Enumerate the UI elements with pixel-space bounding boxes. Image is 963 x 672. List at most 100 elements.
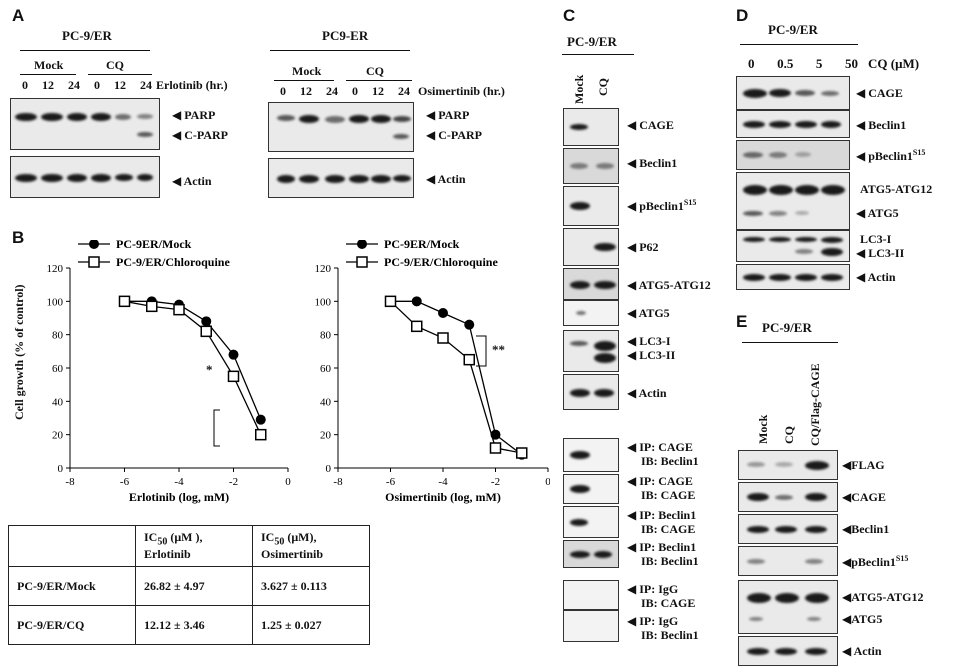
series-line xyxy=(390,300,523,456)
blot-c-lc3 xyxy=(563,330,619,372)
divider xyxy=(270,50,410,51)
significance-right: ** xyxy=(492,342,505,357)
band-label-atg5-atg12: ◀ ATG5-ATG12 xyxy=(627,278,711,292)
ip-label: ◀ IP: CAGE xyxy=(627,440,693,454)
ip-label: ◀ IP: Beclin1 xyxy=(627,540,697,554)
legend-marker xyxy=(357,240,367,249)
data-point xyxy=(200,325,212,338)
band-label-lc3-ii: ◀ LC3-II xyxy=(856,246,905,260)
lane-mock: Mock xyxy=(756,414,770,444)
data-point xyxy=(438,308,448,318)
blot-d-actin xyxy=(736,264,850,290)
blot-e-pbeclin1 xyxy=(738,546,838,576)
ip-label: ◀ IP: IgG xyxy=(627,614,679,628)
table-cell: 1.25 ± 0.027 xyxy=(252,605,370,646)
band-label-pbeclin1: ◀ pBeclin1S15 xyxy=(627,198,697,213)
lane-mock: Mock xyxy=(572,74,586,104)
band-label-p62: ◀ P62 xyxy=(627,240,659,254)
band-label-actin: ◀ Actin xyxy=(172,174,212,188)
blot-c-beclin1 xyxy=(563,148,619,184)
y-tick-label: 80 xyxy=(52,330,64,342)
ib-label: IB: CAGE xyxy=(641,522,696,536)
blot-a-left-parp xyxy=(10,98,160,150)
legend-label: PC-9/ER/Chloroquine xyxy=(116,255,230,269)
ip-label-4: ◀ IP: Beclin1 IB: Beclin1 xyxy=(627,540,699,568)
x-tick-label: 0 xyxy=(545,476,550,488)
blot-a-right-actin xyxy=(268,158,414,198)
time-label: 24 xyxy=(140,78,152,92)
panel-label-c: C xyxy=(563,6,576,25)
legend-label: PC-9ER/Mock xyxy=(116,240,192,251)
data-point xyxy=(464,319,475,330)
blot-d-atg5-atg12 xyxy=(736,172,850,230)
table-cell: PC-9/ER/CQ xyxy=(8,605,136,646)
data-point xyxy=(489,442,502,454)
band-label-atg5-atg12: ◀ATG5-ATG12 xyxy=(842,590,924,604)
panel-label-b: B xyxy=(12,228,25,247)
data-point xyxy=(201,316,212,327)
time-label: 24 xyxy=(68,78,80,92)
y-tick-label: 100 xyxy=(315,296,332,308)
band-label-flag: ◀FLAG xyxy=(842,458,885,472)
dose-label: 50 xyxy=(844,56,858,71)
panel-label-a: A xyxy=(12,6,25,25)
blot-a-left-actin xyxy=(10,156,160,198)
y-tick-label: 120 xyxy=(315,263,332,275)
panel-a-right-cq: CQ xyxy=(366,64,384,78)
band-label-actin: ◀ Actin xyxy=(856,270,896,284)
band-label-parp: ◀ PARP xyxy=(172,108,216,122)
x-tick-label: -6 xyxy=(386,476,396,488)
series-line xyxy=(124,300,262,420)
band-label-cage: ◀ CAGE xyxy=(627,118,674,132)
panel-e-cell-line: PC-9/ER xyxy=(762,320,812,335)
panel-a-right-times: 0 12 24 0 12 24 xyxy=(280,84,410,99)
table-header-cell: IC50 (μM), Osimertinib xyxy=(252,524,370,568)
ip-label-1: ◀ IP: CAGE IB: Beclin1 xyxy=(627,440,699,468)
time-label: 12 xyxy=(300,84,312,98)
data-point xyxy=(516,447,528,459)
time-label: 0 xyxy=(22,78,28,92)
time-label: 12 xyxy=(42,78,54,92)
blot-e-flag xyxy=(738,450,838,480)
blot-c-ip1 xyxy=(563,438,619,472)
band-label-actin: ◀ Actin xyxy=(426,172,466,186)
data-point xyxy=(118,295,131,308)
blot-d-beclin1 xyxy=(736,110,850,138)
time-label: 0 xyxy=(280,84,286,98)
data-point xyxy=(255,414,266,425)
table-cell: 3.627 ± 0.113 xyxy=(252,566,370,607)
data-point xyxy=(228,349,239,360)
series-line xyxy=(390,300,522,454)
panel-a-left-times: 0 12 24 0 12 24 xyxy=(22,78,152,93)
ip-label: ◀ IP: CAGE xyxy=(627,474,693,488)
legend-label: PC-9ER/Mock xyxy=(384,240,460,251)
band-label-atg5: ◀ ATG5 xyxy=(627,306,670,320)
blot-a-right-parp xyxy=(268,102,414,152)
x-axis-label: Osimertinib (log, mM) xyxy=(385,490,501,504)
x-tick-label: -6 xyxy=(120,476,130,488)
y-tick-label: 0 xyxy=(58,463,64,475)
blot-c-p62 xyxy=(563,228,619,266)
table-cell: 12.12 ± 3.46 xyxy=(135,605,253,646)
table-header-cell: IC50 (μM ), Erlotinib xyxy=(135,524,253,568)
panel-d-cell-line: PC-9/ER xyxy=(768,22,818,37)
data-point xyxy=(255,428,267,441)
ib-label: IB: Beclin1 xyxy=(641,554,699,568)
y-tick-label: 40 xyxy=(320,396,332,408)
panel-a-right-drug: Osimertinib (hr.) xyxy=(418,84,505,98)
time-label: 0 xyxy=(94,78,100,92)
time-label: 0 xyxy=(352,84,358,98)
panel-label-d: D xyxy=(736,6,749,25)
band-label-atg5: ◀ATG5 xyxy=(842,612,883,626)
ip-label: ◀ IP: IgG xyxy=(627,582,679,596)
y-tick-label: 60 xyxy=(320,363,332,375)
y-tick-label: 60 xyxy=(52,363,64,375)
blot-c-ip3 xyxy=(563,506,619,538)
blot-e-cage xyxy=(738,482,838,512)
ip-label-6: ◀ IP: IgG IB: Beclin1 xyxy=(627,614,699,642)
divider xyxy=(20,74,76,75)
series-line xyxy=(124,300,262,435)
table-cell: 26.82 ± 4.97 xyxy=(135,566,253,607)
data-point xyxy=(227,370,240,383)
ip-label-3: ◀ IP: Beclin1 IB: CAGE xyxy=(627,508,696,536)
